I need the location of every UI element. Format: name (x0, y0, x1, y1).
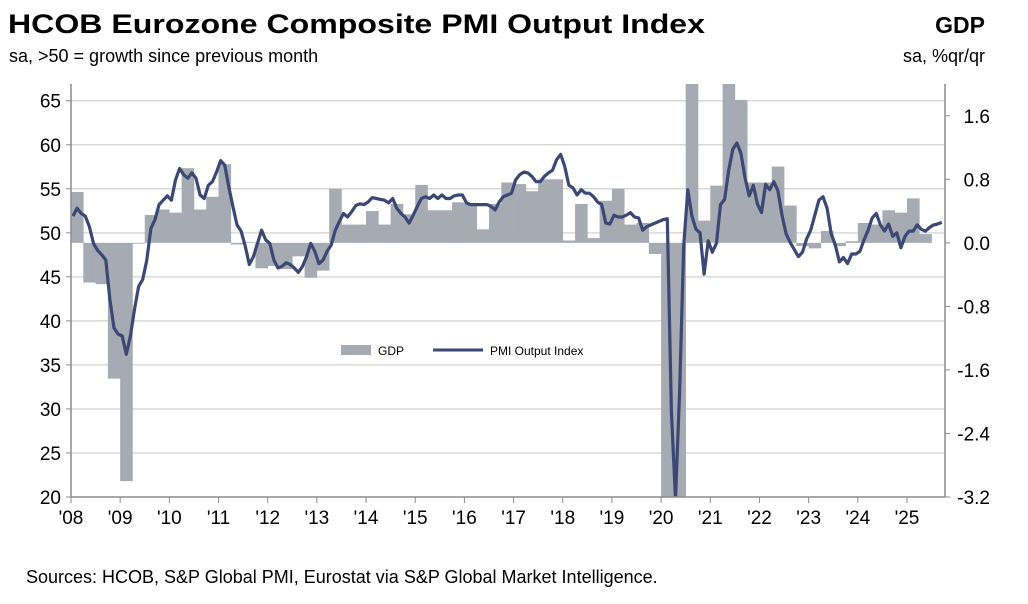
right-axis-tick-label: 0.0 (964, 234, 990, 255)
x-axis-tick-label: '23 (796, 508, 821, 529)
x-axis-tick-label: '10 (157, 508, 182, 529)
gdp-bar (107, 242, 121, 379)
gdp-bar (255, 242, 269, 269)
gdp-bar (427, 210, 441, 243)
x-axis-tick-label: '17 (501, 508, 526, 529)
x-axis-tick-label: '25 (895, 508, 920, 529)
x-axis-tick-label: '18 (550, 508, 575, 529)
gdp-bar (366, 211, 379, 243)
gdp-bar (820, 230, 834, 243)
gdp-bar (71, 192, 84, 243)
right-axis-title: GDP (935, 12, 985, 38)
gdp-bar (513, 184, 527, 243)
gdp-bar (181, 168, 195, 243)
left-axis-tick-label: 60 (40, 136, 61, 157)
gdp-bar (845, 241, 859, 243)
gdp-bar (919, 234, 932, 243)
gdp-bar (525, 191, 539, 243)
axes: 20 25 30 35 40 45 50 55 60 65 -3.2 -2.4 -1.6 -0.8 0.0 0… (40, 84, 990, 529)
x-axis-tick-label: '21 (698, 508, 723, 529)
gdp-bar (550, 179, 564, 243)
gdp-bar (833, 242, 846, 247)
left-axis-tick-label: 25 (40, 444, 61, 465)
pmi-line-group (71, 141, 943, 497)
gdp-bar (538, 179, 551, 243)
left-axis-tick-label: 50 (40, 224, 61, 245)
gdp-bar (870, 224, 883, 243)
gdp-bar (771, 166, 785, 243)
right-axis-tick-label: 1.6 (964, 107, 990, 128)
gdp-bar (734, 99, 748, 243)
gdp-bar (218, 164, 232, 243)
x-axis-tick-label: '08 (59, 508, 84, 529)
x-axis-tick-label: '24 (845, 508, 870, 529)
gdp-bar (624, 224, 637, 243)
gdp-bar (169, 212, 182, 243)
sources-footnote: Sources: HCOB, S&P Global PMI, Eurostat … (26, 567, 658, 587)
pmi-line (71, 141, 943, 497)
left-axis-tick-label: 45 (40, 268, 61, 289)
gdp-bar (796, 242, 809, 247)
gdp-bar (83, 242, 96, 283)
gdp-bar (464, 203, 478, 243)
gdp-bar (587, 238, 600, 243)
left-axis-tick-label: 30 (40, 400, 61, 421)
gdp-bar (329, 188, 342, 243)
gdp-bar (489, 203, 502, 243)
x-axis-tick-label: '13 (304, 508, 329, 529)
x-axis-tick-label: '12 (255, 508, 280, 529)
legend: GDP PMI Output Index (341, 344, 583, 358)
x-axis-tick-label: '16 (452, 508, 477, 529)
gdp-bar (243, 242, 256, 243)
right-axis-subtitle: sa, %qr/qr (903, 46, 985, 66)
gdp-bar (230, 242, 244, 245)
gridlines (71, 99, 945, 454)
gdp-bar (415, 184, 428, 243)
x-axis-tick-label: '11 (207, 508, 230, 529)
gdp-bar (648, 242, 662, 254)
right-axis-tick-label: 0.8 (964, 170, 990, 191)
x-axis-tick-label: '20 (649, 508, 674, 529)
gdp-bar (193, 209, 207, 243)
left-axis-tick-label: 20 (40, 488, 61, 509)
legend-gdp-label: GDP (378, 344, 404, 358)
legend-pmi-label: PMI Output Index (490, 344, 583, 358)
left-axis-tick-label: 40 (40, 312, 61, 333)
x-axis-tick-label: '19 (600, 508, 625, 529)
gdp-bar (907, 198, 920, 243)
gdp-bar (710, 185, 723, 243)
x-axis-tick-label: '15 (403, 508, 428, 529)
gdp-bar (120, 242, 133, 482)
gdp-bar (157, 209, 170, 243)
left-axis-tick-label: 65 (40, 92, 61, 113)
right-axis-tick-label: -0.8 (957, 297, 990, 318)
gdp-bar (132, 242, 146, 244)
gdp-bar (452, 202, 465, 243)
gdp-bar (562, 240, 576, 243)
gdp-bar (784, 205, 797, 243)
gdp-bar (439, 210, 453, 243)
gdp-bar (808, 242, 822, 249)
gdp-bar (353, 224, 367, 243)
chart-subtitle: sa, >50 = growth since previous month (9, 46, 318, 66)
gdp-bar (206, 196, 219, 243)
right-axis-tick-label: -2.4 (957, 424, 990, 445)
gdp-bar (575, 203, 588, 243)
gdp-bar (341, 224, 355, 243)
left-axis-tick-label: 55 (40, 180, 61, 201)
gdp-bar (292, 242, 305, 257)
right-axis-tick-label: -1.6 (957, 361, 990, 382)
gdp-bar (476, 229, 490, 243)
x-axis-tick-label: '14 (354, 508, 379, 529)
chart-title: HCOB Eurozone Composite PMI Output Index (8, 9, 705, 39)
gdp-bar (378, 224, 391, 243)
left-axis-tick-label: 35 (40, 356, 61, 377)
right-axis-tick-label: -3.2 (957, 488, 990, 509)
x-axis-tick-label: '22 (747, 508, 772, 529)
legend-gdp-swatch (341, 345, 371, 355)
x-axis-tick-label: '09 (108, 508, 133, 529)
